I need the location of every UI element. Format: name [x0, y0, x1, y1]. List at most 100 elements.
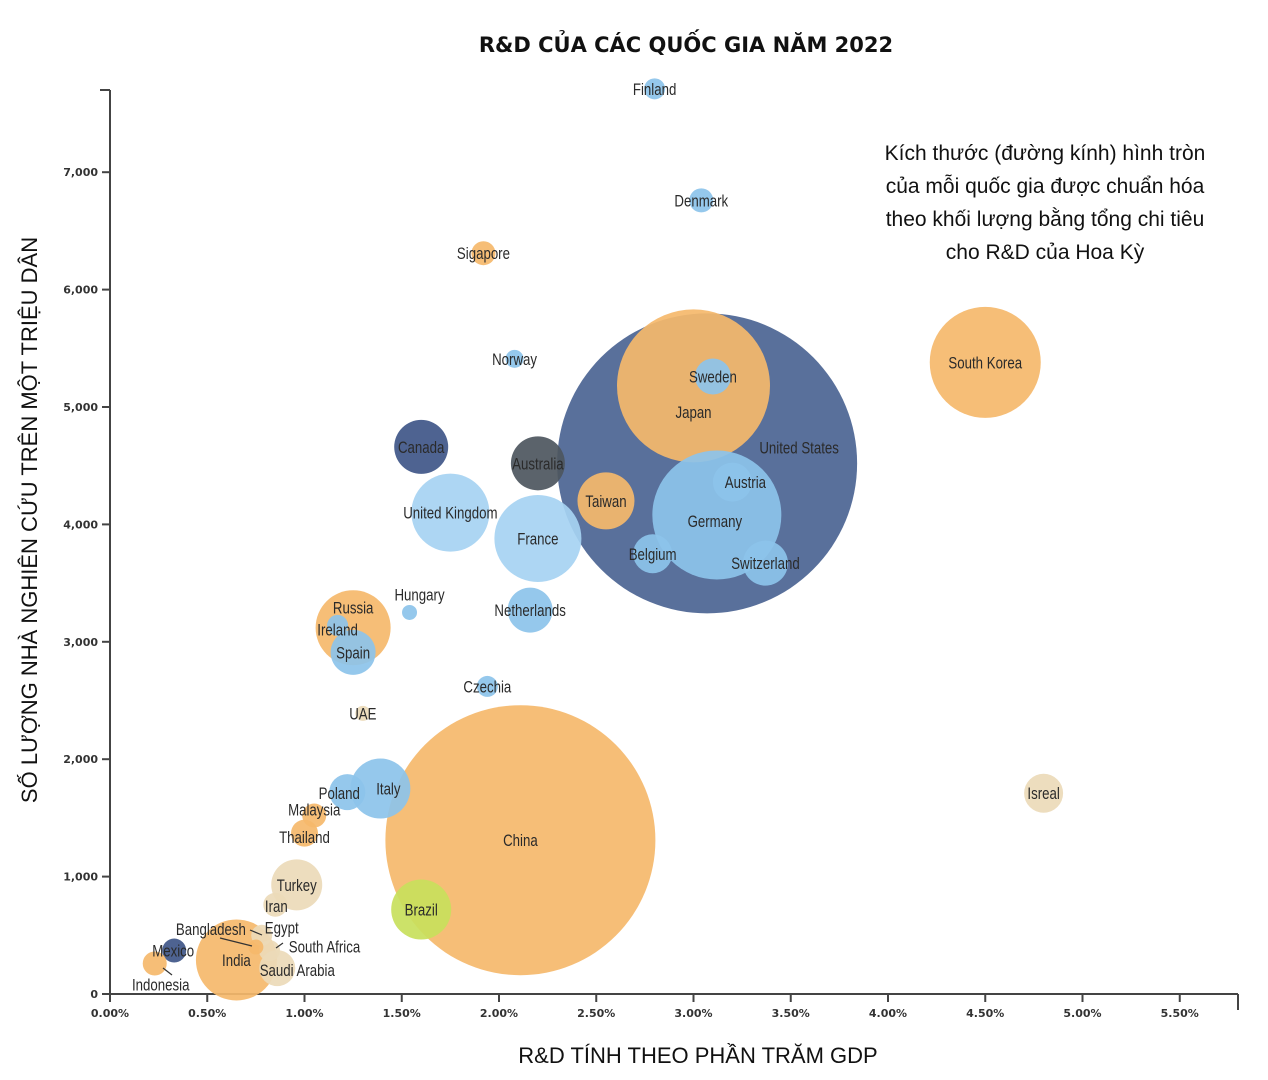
- bubble-japan: [617, 309, 770, 463]
- bubble-label: United Kingdom: [403, 504, 497, 523]
- x-tick-label: 1.00%: [285, 1007, 323, 1020]
- y-tick-label: 4,000: [63, 518, 98, 531]
- bubble-sweden: [694, 358, 731, 395]
- x-tick-label: 5.00%: [1063, 1007, 1101, 1020]
- bubble-label: Japan: [675, 403, 711, 422]
- bubble-label: Sigapore: [457, 245, 510, 264]
- bubble-label: France: [517, 530, 558, 549]
- bubble-label: Hungary: [394, 586, 444, 605]
- leader-line: [219, 937, 253, 947]
- bubble-malaysia: [302, 803, 327, 828]
- bubble-poland: [329, 774, 366, 811]
- bubble-label: South Korea: [948, 354, 1022, 373]
- y-tick-label: 0: [90, 988, 98, 1001]
- bubble-label: Saudi Arabia: [260, 962, 336, 981]
- x-tick-label: 0.00%: [91, 1007, 129, 1020]
- bubble-brazil: [391, 879, 452, 940]
- bubble-label: Ireland: [317, 621, 358, 640]
- bubble-label: Malaysia: [288, 801, 341, 820]
- bubble-finland: [644, 78, 666, 100]
- bubble-italy: [350, 758, 411, 819]
- x-tick-label: 3.00%: [674, 1007, 712, 1020]
- bubble-label: Bangladesh: [176, 921, 246, 940]
- bubble-china: [385, 705, 656, 976]
- bubble-spain: [330, 629, 376, 675]
- bubble-label: Spain: [336, 644, 370, 663]
- bubble-indonesia: [142, 951, 167, 976]
- annotation-line: theo khối lượng bằng tổng chi tiêu: [886, 208, 1205, 231]
- bubble-label: China: [503, 832, 538, 851]
- bubble-labels: United States China Japan Germany South Kore…: [132, 80, 1060, 995]
- bubble-czechia: [476, 675, 498, 697]
- x-tick-label: 4.00%: [869, 1007, 907, 1020]
- x-tick-label: 2.50%: [577, 1007, 615, 1020]
- bubble-label: Switzerland: [731, 555, 799, 574]
- bubble-ireland: [327, 614, 349, 636]
- bubble-label: Turkey: [277, 876, 317, 895]
- y-tick-label: 2,000: [63, 753, 98, 766]
- y-tick-label: 6,000: [63, 284, 98, 297]
- x-axis-label: R&D TÍNH THEO PHẦN TRĂM GDP: [518, 1043, 877, 1068]
- leader-line: [275, 942, 284, 949]
- bubble-denmark: [689, 188, 714, 213]
- bubble-hungary: [402, 604, 418, 620]
- bubble-taiwan: [577, 472, 635, 530]
- bubble-label: Germany: [688, 513, 743, 532]
- bubble-label: Thailand: [279, 829, 330, 848]
- y-axis-label: SỐ LƯỢNG NHÀ NGHIÊN CỨU TRÊN MỘT TRIỆU D…: [16, 237, 42, 803]
- bubble-label: Isreal: [1027, 785, 1059, 804]
- bubble-switzerland: [742, 540, 788, 586]
- bubble-iran: [263, 892, 288, 917]
- bubble-label: Taiwan: [585, 492, 626, 511]
- bubble-netherlands: [507, 587, 553, 633]
- bubble-belgium: [633, 534, 673, 574]
- x-tick-label: 3.50%: [772, 1007, 810, 1020]
- bubble-label: Finland: [633, 80, 676, 99]
- y-tick-label: 5,000: [63, 401, 98, 414]
- x-tick-label: 4.50%: [966, 1007, 1004, 1020]
- size-annotation: Kích thước (đường kính) hình tròn của mỗi…: [885, 142, 1206, 264]
- bubble-norway: [505, 349, 524, 368]
- bubble-label: Poland: [319, 785, 360, 804]
- bubble-australia: [510, 436, 565, 491]
- bubble-label: Sweden: [689, 368, 737, 387]
- bubble-label: Austria: [725, 474, 767, 493]
- x-tick-label: 0.50%: [188, 1007, 226, 1020]
- bubble-label: Brazil: [405, 901, 438, 920]
- annotation-line: cho R&D của Hoa Kỳ: [946, 241, 1145, 264]
- bubble-label: Canada: [398, 438, 445, 457]
- bubble-label: United States: [759, 439, 839, 458]
- chart-title: R&D CỦA CÁC QUỐC GIA NĂM 2022: [479, 29, 893, 57]
- bubble-label: Norway: [492, 350, 537, 369]
- axes: 0 1,000 2,000 3,000 4,000 5,000 6,000 7,000 0.00…: [63, 89, 1239, 1020]
- bubble-label: Italy: [376, 780, 401, 799]
- bubble-label: India: [222, 951, 251, 970]
- y-tick-label: 1,000: [63, 871, 98, 884]
- bubble-label: Indonesia: [132, 976, 190, 995]
- bubble-label: Iran: [265, 897, 288, 916]
- bubble-south-africa: [258, 940, 280, 962]
- bubble-austria: [712, 462, 752, 502]
- bubble-mexico: [162, 938, 187, 963]
- y-tick-label: 3,000: [63, 636, 98, 649]
- bubble-label: Egypt: [265, 919, 300, 938]
- bubble-south-korea: [929, 306, 1041, 418]
- bubble-isreal: [1024, 773, 1064, 813]
- bubble-label: Denmark: [674, 192, 728, 211]
- bubble-label: UAE: [349, 705, 376, 724]
- leader-line: [162, 967, 173, 976]
- bubble-label: Netherlands: [494, 602, 566, 621]
- annotation-line: Kích thước (đường kính) hình tròn: [885, 142, 1206, 165]
- x-tick-label: 2.00%: [480, 1007, 518, 1020]
- bubble-label: Australia: [512, 455, 564, 474]
- bubble-uae: [355, 705, 371, 721]
- x-tick-label: 5.50%: [1161, 1007, 1199, 1020]
- annotation-line: của mỗi quốc gia được chuẩn hóa: [886, 175, 1205, 198]
- bubble-united-kingdom: [411, 473, 490, 552]
- bubble-bangladesh: [248, 939, 264, 955]
- x-tick-label: 1.50%: [383, 1007, 421, 1020]
- bubble-label: South Africa: [289, 938, 361, 957]
- bubble-sigapore: [471, 241, 496, 266]
- leader-line: [249, 929, 263, 936]
